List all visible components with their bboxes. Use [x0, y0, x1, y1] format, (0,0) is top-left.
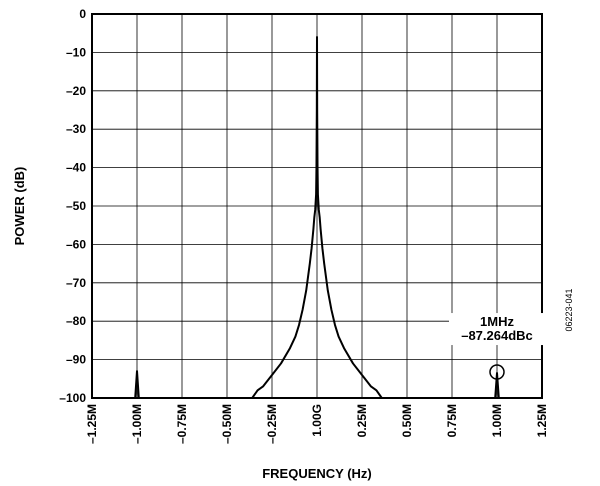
y-tick-label: –70 [66, 276, 86, 290]
annotation-group: 1MHz–87.264dBc [449, 313, 545, 380]
x-tick-label: 0.50M [400, 404, 414, 437]
series-group [92, 36, 542, 399]
x-tick-label: –0.75M [175, 404, 189, 444]
x-tick-label: 0.25M [355, 404, 369, 437]
y-tick-label: –80 [66, 314, 86, 328]
y-tick-label: –10 [66, 45, 86, 59]
y-tick-label: –20 [66, 84, 86, 98]
x-tick-label: 0.75M [445, 404, 459, 437]
y-tick-label: –50 [66, 199, 86, 213]
y-axis-title: POWER (dB) [12, 167, 27, 246]
spectrum-line [92, 36, 542, 399]
x-tick-label: 1.00M [490, 404, 504, 437]
y-tick-label: –40 [66, 161, 86, 175]
y-tick-label: 0 [79, 7, 86, 21]
x-tick-label: –0.25M [265, 404, 279, 444]
x-tick-label: 1.25M [535, 404, 549, 437]
figure-id-label: 06223-041 [564, 288, 574, 331]
x-tick-label: –1.25M [85, 404, 99, 444]
y-tick-label: –100 [59, 391, 86, 405]
y-tick-label: –30 [66, 122, 86, 136]
plot-area-frame [91, 13, 543, 399]
x-axis: –1.25M –1.00M –0.75M –0.50M –0.25M 1.00G 0.25M… [85, 404, 549, 444]
y-tick-label: –90 [66, 353, 86, 367]
y-axis: 0 –10 –20 –30 –40 –50 –60 –70 –80 –90 –100 [59, 7, 86, 405]
annotation-label-bg [449, 313, 545, 346]
annotation-marker [489, 364, 505, 380]
x-axis-title: FREQUENCY (Hz) [262, 466, 372, 481]
annotation-text: –87.264dBc [461, 328, 533, 343]
x-tick-label: –1.00M [130, 404, 144, 444]
y-tick-label: –60 [66, 237, 86, 251]
annotation-text: 1MHz [480, 314, 514, 329]
x-tick-label: –0.50M [220, 404, 234, 444]
x-tick-label: 1.00G [310, 404, 324, 437]
